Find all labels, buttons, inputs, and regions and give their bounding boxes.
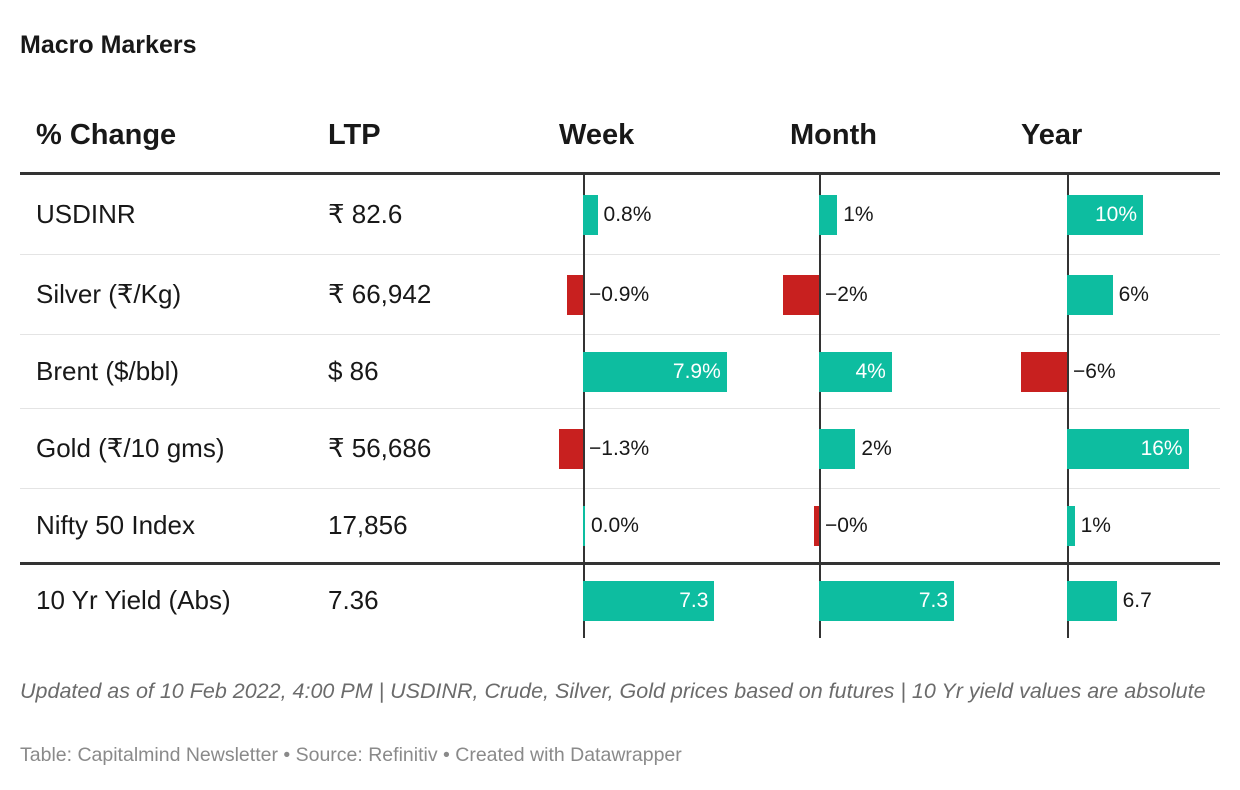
month-value-label: 4% — [855, 360, 886, 383]
row-divider — [20, 488, 1220, 489]
row-label: Silver (₹/Kg) — [36, 279, 182, 309]
year-value-label: 10% — [1094, 203, 1137, 226]
week-value-label: 0.8% — [603, 203, 652, 226]
header-year: Year — [1021, 119, 1083, 151]
month-bar — [819, 352, 892, 392]
row-ltp: ₹ 56,686 — [328, 433, 432, 463]
year-axis — [1067, 175, 1069, 638]
row-label: Gold (₹/10 gms) — [36, 433, 225, 463]
month-bar — [782, 275, 819, 315]
week-bar — [566, 275, 583, 315]
month-bar — [813, 506, 819, 546]
month-value-label: −0% — [825, 514, 868, 537]
row-ltp: ₹ 82.6 — [328, 199, 403, 229]
header-rule — [20, 172, 1220, 175]
year-bar — [1021, 352, 1067, 392]
row-divider — [20, 408, 1220, 409]
year-bar — [1067, 506, 1075, 546]
year-bar — [1067, 195, 1143, 235]
row-ltp: 7.36 — [328, 585, 379, 615]
row-ltp: $ 86 — [328, 356, 379, 386]
week-axis — [583, 175, 585, 638]
year-bar — [1067, 581, 1117, 621]
year-bar — [1067, 429, 1189, 469]
month-bar — [819, 195, 838, 235]
year-value-label: −6% — [1073, 360, 1116, 383]
row-divider — [20, 254, 1220, 255]
row-label: 10 Yr Yield (Abs) — [36, 585, 231, 615]
month-bar — [819, 581, 955, 621]
credit: Table: Capitalmind Newsletter • Source: … — [20, 744, 682, 766]
week-value-label: −0.9% — [589, 283, 650, 306]
month-bar — [819, 429, 856, 469]
year-value-label: 1% — [1080, 514, 1111, 537]
yield-rule — [20, 562, 1220, 565]
week-bar — [583, 581, 715, 621]
header-label: % Change — [36, 119, 177, 151]
chart-title: Macro Markers — [20, 31, 197, 59]
year-value-label: 6% — [1118, 283, 1149, 306]
header-month: Month — [790, 119, 877, 151]
week-bar — [583, 195, 598, 235]
week-value-label: 0.0% — [591, 514, 639, 537]
row-ltp: ₹ 66,942 — [328, 279, 432, 309]
row-label: USDINR — [36, 199, 136, 229]
month-value-label: 1% — [843, 203, 874, 226]
year-bar — [1067, 275, 1113, 315]
week-bar — [583, 352, 727, 392]
year-value-label: 6.7 — [1122, 589, 1152, 612]
row-divider — [20, 334, 1220, 335]
row-label: Nifty 50 Index — [36, 510, 195, 540]
month-value-label: 7.3 — [918, 589, 949, 612]
week-bar — [583, 506, 585, 546]
month-value-label: 2% — [861, 437, 892, 460]
year-value-label: 16% — [1140, 437, 1183, 460]
header-ltp: LTP — [328, 119, 381, 151]
notes: Updated as of 10 Feb 2022, 4:00 PM | USD… — [20, 679, 1206, 703]
row-label: Brent ($/bbl) — [36, 356, 180, 386]
month-axis — [819, 175, 821, 638]
week-value-label: 7.3 — [679, 589, 709, 612]
week-value-label: −1.3% — [589, 437, 650, 460]
week-bar — [559, 429, 583, 469]
month-value-label: −2% — [825, 283, 868, 306]
header-week: Week — [559, 119, 635, 151]
week-value-label: 7.9% — [672, 360, 721, 383]
row-ltp: 17,856 — [328, 510, 408, 540]
